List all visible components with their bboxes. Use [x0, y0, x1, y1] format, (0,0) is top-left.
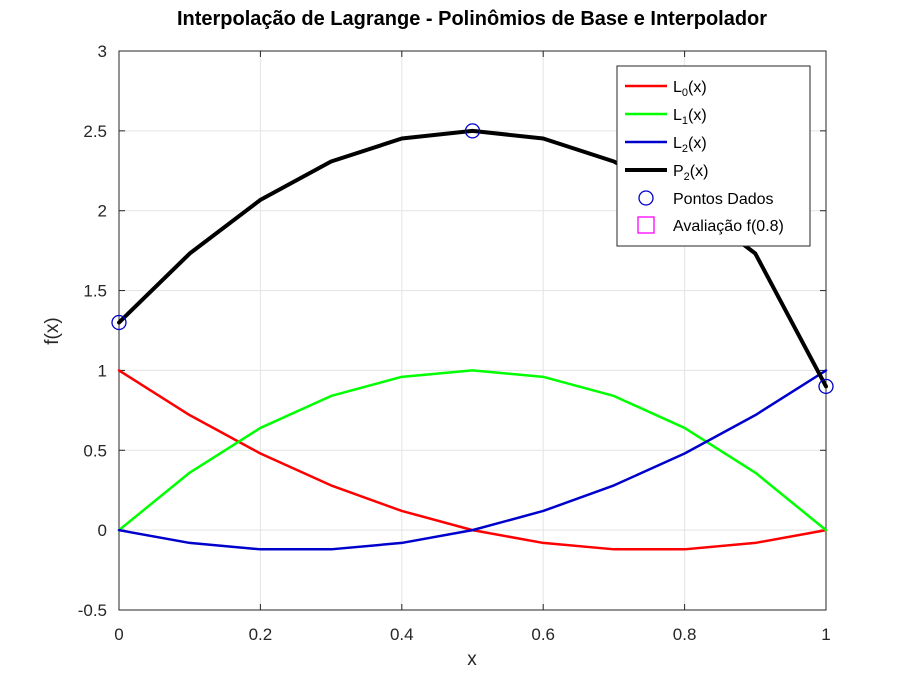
y-tick-label: 0.5	[83, 441, 107, 460]
y-tick-label: 1	[98, 361, 107, 380]
legend-label: L2(x)	[673, 135, 707, 155]
legend: L0(x) L1(x) L2(x) P2(x) Pontos Dados Avaliaçã…	[616, 65, 811, 247]
data-point-marker	[464, 123, 481, 139]
data-point-marker	[818, 378, 834, 395]
legend-swatch-points	[638, 190, 654, 206]
legend-swatch-evaluation	[637, 216, 655, 234]
x-axis-label: x	[467, 649, 477, 670]
y-axis-label: f(x)	[42, 317, 63, 344]
x-tick-label: 0.4	[390, 625, 414, 644]
legend-label-evaluation: Avaliação f(0.8)	[673, 218, 784, 235]
x-tick-label: 0.6	[531, 625, 555, 644]
y-tick-label: 1.5	[83, 282, 107, 301]
series-line-l1	[117, 369, 828, 532]
x-tick-label: 0.2	[249, 625, 273, 644]
data-point-marker	[111, 314, 127, 331]
y-tick-label: 2.5	[83, 122, 107, 141]
x-tick-label: 0	[114, 625, 123, 644]
y-tick-label: -0.5	[78, 601, 107, 620]
series-line-l2	[117, 369, 828, 551]
legend-label: P2(x)	[673, 163, 708, 183]
x-tick-label: 1	[821, 625, 830, 644]
legend-label-points: Pontos Dados	[673, 191, 774, 208]
legend-label: L0(x)	[673, 79, 707, 99]
y-tick-label: 3	[98, 42, 107, 61]
y-tick-label: 0	[98, 521, 107, 540]
x-tick-label: 0.8	[673, 625, 697, 644]
x-tick-labels: 0 0.2 0.4 0.6 0.8 1	[114, 625, 830, 644]
chart-title: Interpolação de Lagrange - Polinômios de…	[177, 8, 767, 30]
y-tick-label: 2	[98, 202, 107, 221]
plot-area	[118, 50, 827, 611]
y-tick-labels: -0.5 0 0.5 1 1.5 2 2.5 3	[78, 42, 107, 620]
legend-box	[616, 65, 811, 247]
data-points	[111, 123, 834, 395]
legend-label: L1(x)	[673, 107, 707, 127]
series-line-l0	[117, 369, 828, 551]
